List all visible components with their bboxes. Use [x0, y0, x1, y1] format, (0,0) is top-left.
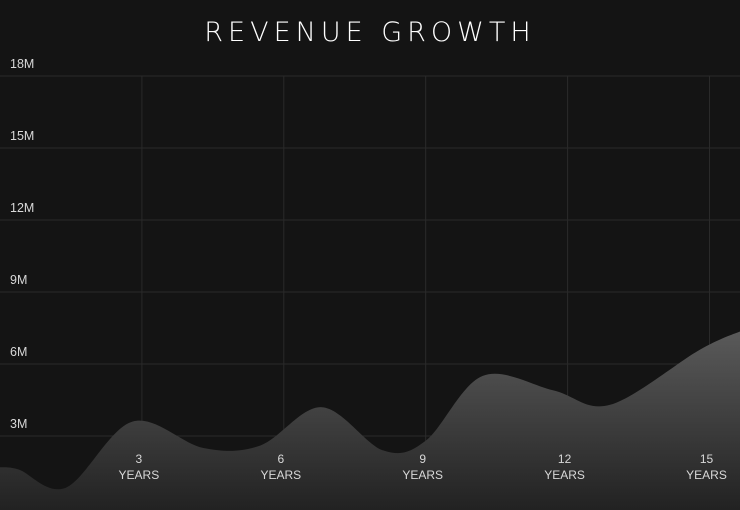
x-tick-unit: YEARS [686, 468, 727, 482]
y-tick-label: 18M [10, 57, 34, 71]
y-tick-label: 6M [10, 345, 27, 359]
chart-title: REVENUE GROWTH [204, 17, 536, 48]
x-tick-label: 6 [277, 452, 284, 466]
y-tick-label: 15M [10, 129, 34, 143]
x-tick-unit: YEARS [544, 468, 585, 482]
x-tick-unit: YEARS [402, 468, 443, 482]
x-tick-label: 15 [700, 452, 714, 466]
y-tick-label: 12M [10, 201, 34, 215]
x-tick-label: 3 [136, 452, 143, 466]
y-tick-label: 3M [10, 417, 27, 431]
x-tick-unit: YEARS [119, 468, 160, 482]
x-tick-label: 12 [558, 452, 572, 466]
x-tick-unit: YEARS [260, 468, 301, 482]
x-tick-label: 9 [419, 452, 426, 466]
y-tick-label: 9M [10, 273, 27, 287]
area-series [0, 330, 740, 510]
